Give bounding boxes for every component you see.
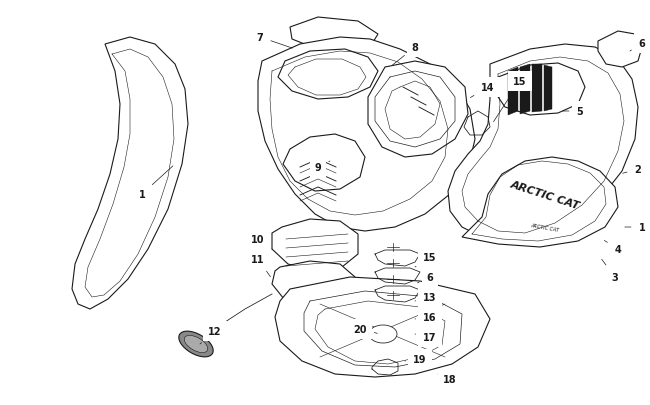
Polygon shape <box>598 32 642 68</box>
Text: 5: 5 <box>563 107 583 117</box>
Polygon shape <box>72 38 188 309</box>
Polygon shape <box>272 220 358 271</box>
Text: 7: 7 <box>257 33 292 49</box>
Text: 17: 17 <box>415 332 437 342</box>
Polygon shape <box>520 65 530 115</box>
Text: 10: 10 <box>252 234 272 249</box>
Text: ARCTIC CAT: ARCTIC CAT <box>530 222 560 232</box>
Polygon shape <box>494 64 585 116</box>
Polygon shape <box>275 277 490 377</box>
Polygon shape <box>532 65 542 113</box>
Ellipse shape <box>369 325 397 343</box>
Polygon shape <box>258 38 475 231</box>
Text: 1: 1 <box>138 166 173 200</box>
Text: 15: 15 <box>415 252 437 267</box>
Polygon shape <box>448 45 638 239</box>
Text: 9: 9 <box>315 162 330 173</box>
Polygon shape <box>508 68 518 116</box>
Text: 12: 12 <box>200 326 222 344</box>
Text: 19: 19 <box>405 354 427 364</box>
Ellipse shape <box>179 331 213 357</box>
Polygon shape <box>278 50 378 100</box>
Text: 11: 11 <box>252 254 270 277</box>
Text: 1: 1 <box>625 222 645 232</box>
Text: 6: 6 <box>630 39 645 52</box>
Polygon shape <box>462 158 618 247</box>
Text: 13: 13 <box>415 292 437 302</box>
Text: 18: 18 <box>438 374 457 384</box>
Text: 3: 3 <box>602 260 618 282</box>
Polygon shape <box>290 18 378 52</box>
Text: 2: 2 <box>623 164 642 175</box>
Text: 4: 4 <box>604 241 621 254</box>
Text: 15: 15 <box>493 77 526 122</box>
Text: 14: 14 <box>471 83 495 98</box>
Text: 6: 6 <box>417 272 434 283</box>
Text: 8: 8 <box>392 43 419 66</box>
Polygon shape <box>544 66 552 112</box>
Text: 16: 16 <box>415 312 437 322</box>
Text: 20: 20 <box>353 324 377 334</box>
Polygon shape <box>283 135 365 192</box>
Text: ARCTIC CAT: ARCTIC CAT <box>509 179 581 211</box>
Ellipse shape <box>185 336 208 353</box>
Polygon shape <box>272 261 355 307</box>
Polygon shape <box>368 62 468 158</box>
